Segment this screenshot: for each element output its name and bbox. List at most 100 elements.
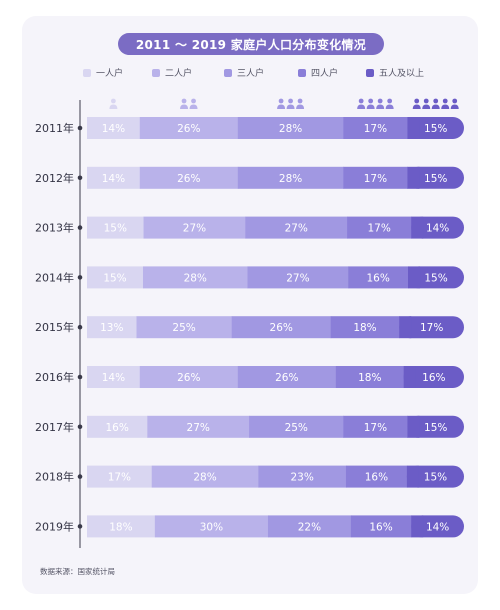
data-label: 28% bbox=[193, 472, 216, 484]
year-label: 2015年 bbox=[35, 320, 74, 334]
data-label: 13% bbox=[100, 322, 123, 334]
bar-segment bbox=[237, 366, 337, 388]
bar-segment bbox=[245, 216, 348, 239]
legend-swatch-three-person bbox=[224, 68, 232, 77]
person-icon bbox=[191, 98, 196, 104]
bar-segment bbox=[411, 216, 464, 239]
person-icon bbox=[442, 98, 448, 104]
bar-segment-corner-fill bbox=[407, 117, 420, 139]
legend-label-five-plus: 五人及以上 bbox=[379, 69, 425, 79]
bar-segment bbox=[87, 465, 153, 488]
data-label: 14% bbox=[102, 123, 125, 135]
bar-row: 18% 30% 22% 16% 14% bbox=[87, 515, 464, 538]
person-icon bbox=[278, 98, 284, 104]
person-icon bbox=[441, 104, 450, 109]
bar-segment bbox=[399, 316, 464, 339]
person-icon bbox=[452, 98, 458, 104]
year-label: 2013年 bbox=[35, 221, 74, 235]
person-icon bbox=[357, 104, 366, 109]
bar-segment bbox=[249, 415, 344, 438]
data-label: 27% bbox=[187, 422, 210, 434]
person-icon bbox=[358, 98, 364, 104]
year-label: 2019年 bbox=[35, 519, 74, 533]
bar-segment bbox=[343, 166, 408, 189]
data-label: 15% bbox=[424, 123, 447, 135]
data-label: 22% bbox=[298, 521, 321, 533]
bar-segment-corner-fill bbox=[407, 415, 420, 438]
person-icon bbox=[423, 98, 429, 104]
person-icon bbox=[414, 98, 420, 104]
legend-label-one-person: 一人户 bbox=[96, 69, 124, 79]
bar-segment bbox=[258, 465, 347, 488]
data-label: 14% bbox=[426, 521, 449, 533]
person-icon bbox=[189, 104, 198, 109]
data-label: 17% bbox=[364, 123, 387, 135]
data-label: 16% bbox=[422, 372, 445, 384]
data-label: 15% bbox=[104, 223, 127, 235]
bar-segment bbox=[335, 366, 405, 388]
data-label: 17% bbox=[368, 223, 391, 235]
bar-segment bbox=[87, 316, 138, 339]
bar-segment-corner-fill bbox=[406, 465, 419, 488]
bar-segment bbox=[345, 465, 408, 488]
legend-swatch-four-person bbox=[298, 68, 306, 77]
person-icon bbox=[180, 104, 189, 109]
person-icon bbox=[297, 98, 303, 104]
bar-segment bbox=[237, 117, 344, 139]
data-label: 16% bbox=[105, 422, 128, 434]
bar-segment bbox=[87, 266, 144, 289]
year-label: 2011年 bbox=[35, 121, 74, 135]
data-label: 14% bbox=[102, 372, 125, 384]
chart-title: 2011 ～ 2019 家庭户人口分布变化情况 bbox=[118, 33, 384, 55]
person-icon bbox=[433, 98, 439, 104]
person-icon bbox=[412, 104, 421, 109]
year-label: 2014年 bbox=[35, 270, 74, 284]
person-icon bbox=[450, 104, 459, 109]
person-icon bbox=[376, 104, 385, 109]
axis-tick-dot bbox=[77, 474, 83, 479]
legend-label-four-person: 四人户 bbox=[311, 69, 339, 79]
data-label: 16% bbox=[369, 521, 392, 533]
axis-tick-dot bbox=[77, 524, 83, 529]
bar-segment bbox=[147, 415, 250, 438]
data-label: 16% bbox=[366, 272, 389, 284]
data-label: 18% bbox=[109, 521, 132, 533]
data-label: 15% bbox=[424, 472, 447, 484]
person-icon bbox=[377, 98, 383, 104]
data-label: 28% bbox=[279, 123, 302, 135]
person-icon bbox=[385, 104, 394, 109]
data-label: 26% bbox=[275, 372, 298, 384]
bar-segment bbox=[87, 366, 141, 388]
axis-tick-dot bbox=[77, 424, 83, 430]
bar-segment bbox=[350, 515, 412, 538]
bar-segment bbox=[139, 166, 239, 189]
bar-segment bbox=[142, 266, 249, 289]
data-label: 30% bbox=[200, 521, 223, 533]
bar-segment bbox=[343, 117, 408, 139]
bar-row: 15% 27% 27% 17% 14% bbox=[87, 216, 464, 239]
bar-row: 13% 25% 26% 18% 17% bbox=[87, 316, 464, 339]
year-label: 2012年 bbox=[35, 171, 74, 185]
data-source-note: 数据来源：国家统计局 bbox=[40, 567, 115, 576]
bar-segment bbox=[87, 515, 156, 538]
bar-segment bbox=[143, 216, 246, 239]
bar-segment-corner-fill bbox=[411, 216, 424, 239]
person-icon bbox=[431, 104, 440, 109]
data-label: 27% bbox=[285, 223, 308, 235]
bar-segment-corner-fill bbox=[408, 266, 421, 289]
data-label: 26% bbox=[177, 173, 200, 185]
bar-segment-corner-fill bbox=[403, 366, 416, 388]
bar-segment bbox=[347, 216, 412, 239]
data-label: 15% bbox=[424, 173, 447, 185]
bar-row: 15% 28% 27% 16% 15% bbox=[87, 266, 464, 289]
data-label: 18% bbox=[358, 372, 381, 384]
legend-swatch-one-person bbox=[83, 68, 91, 77]
data-label: 18% bbox=[353, 322, 376, 334]
data-label: 17% bbox=[364, 422, 387, 434]
axis-tick-dot bbox=[77, 275, 83, 280]
legend-item-five-plus: 五人及以上 bbox=[366, 66, 424, 79]
bar-segment bbox=[87, 415, 148, 438]
bar-segment bbox=[87, 117, 141, 139]
bar-segment bbox=[411, 515, 464, 538]
